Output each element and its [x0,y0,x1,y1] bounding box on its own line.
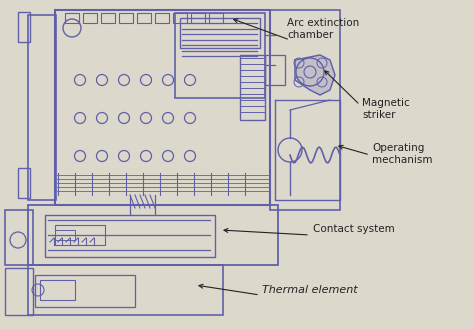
Bar [137,13,151,23]
Bar [28,15,56,200]
Bar [180,18,260,48]
Bar [55,230,75,240]
Bar [240,55,265,120]
Bar [5,210,33,265]
Polygon shape [295,55,335,95]
Text: Magnetic
striker: Magnetic striker [362,98,410,120]
Bar [173,13,187,23]
Bar [55,10,270,205]
Bar [265,55,285,85]
Bar [45,215,215,257]
Bar [270,10,340,210]
Bar [18,168,30,198]
Bar [83,13,97,23]
Text: Thermal element: Thermal element [262,285,357,295]
Text: Operating
mechanism: Operating mechanism [372,143,432,164]
Bar [119,13,133,23]
Bar [65,13,79,23]
Bar [28,265,223,315]
Text: Arc extinction
chamber: Arc extinction chamber [287,18,359,39]
Bar [101,13,115,23]
Bar [155,13,169,23]
Text: Contact system: Contact system [313,224,395,234]
Bar [55,225,105,245]
Bar [209,13,223,23]
Bar [28,205,278,265]
Bar [175,13,265,98]
Bar [191,13,205,23]
Bar [18,12,30,42]
Bar [40,280,75,300]
Bar [5,268,33,315]
Bar [35,275,135,307]
